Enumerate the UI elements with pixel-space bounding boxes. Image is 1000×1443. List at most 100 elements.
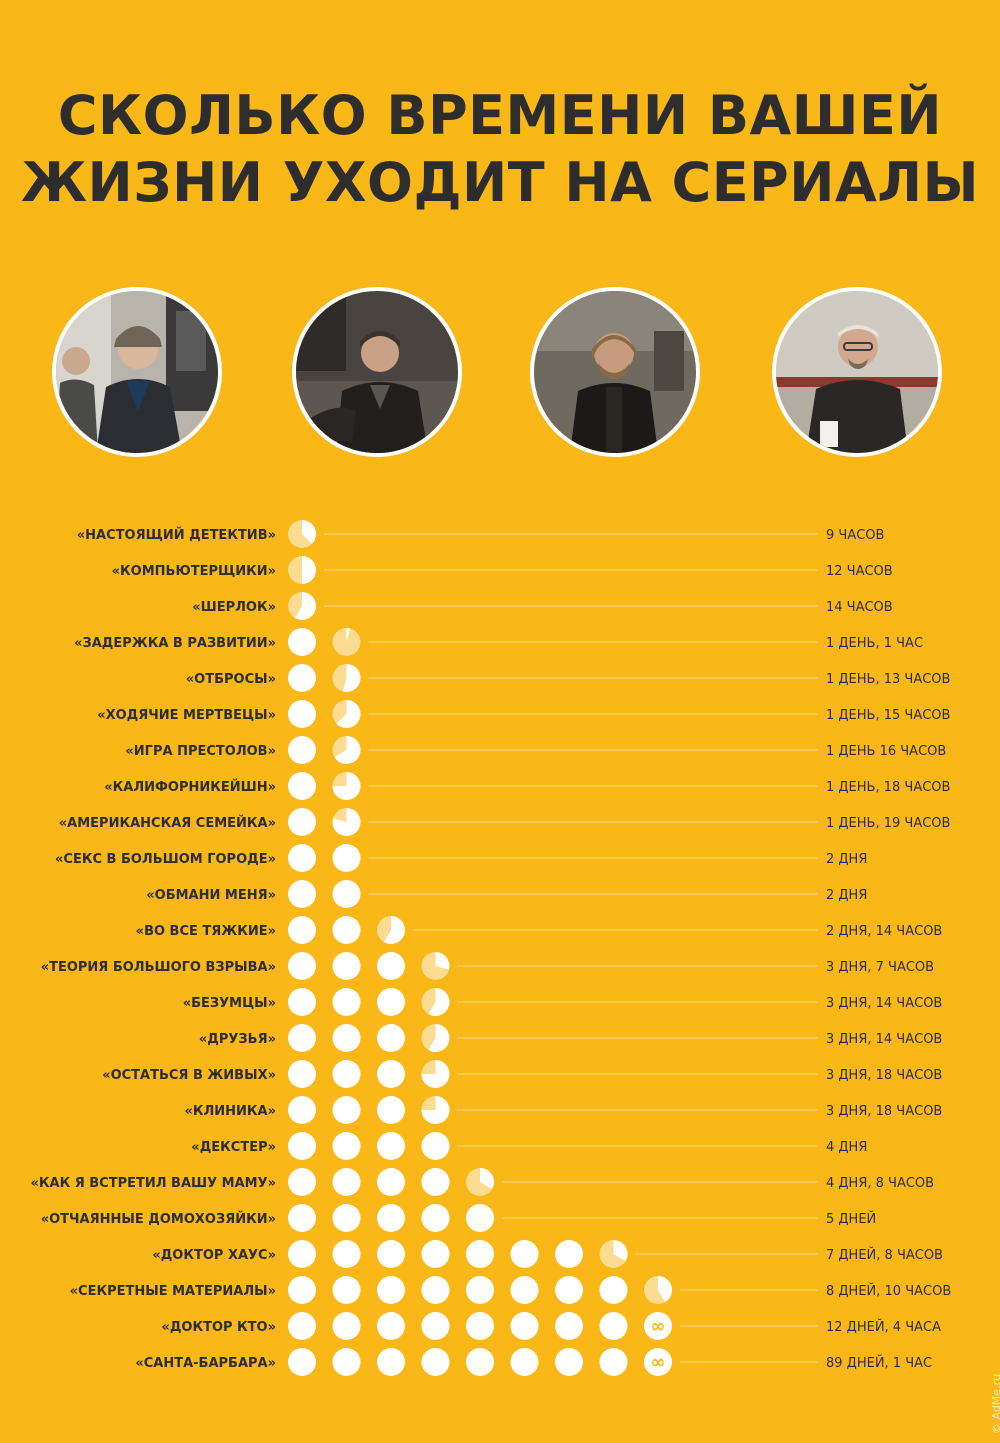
day-dot — [288, 736, 316, 764]
day-dot — [332, 1132, 361, 1160]
day-dot — [332, 1276, 361, 1304]
series-label: «ДОКТОР КТО» — [161, 1320, 276, 1335]
day-dot — [377, 1240, 405, 1268]
partial-dot — [302, 520, 316, 544]
watermark: © AdMe.ru — [990, 1373, 1000, 1434]
partial-dot — [346, 628, 351, 642]
day-dot — [510, 1240, 539, 1268]
day-dot — [377, 1204, 405, 1232]
partial-dot — [295, 592, 317, 620]
infinity-symbol: ∞ — [651, 1352, 666, 1373]
value-label: 5 ДНЕЙ — [826, 1211, 876, 1227]
day-dot — [288, 988, 316, 1016]
value-label: 9 ЧАСОВ — [826, 528, 884, 543]
day-dot — [510, 1348, 539, 1376]
value-label: 3 ДНЯ, 7 ЧАСОВ — [826, 960, 934, 975]
day-dot — [421, 1132, 450, 1160]
value-label: 1 ДЕНЬ 16 ЧАСОВ — [826, 744, 946, 759]
value-label: 3 ДНЯ, 18 ЧАСОВ — [826, 1068, 942, 1083]
day-dot — [421, 1204, 450, 1232]
day-dot — [466, 1204, 494, 1232]
value-label: 7 ДНЕЙ, 8 ЧАСОВ — [826, 1247, 943, 1263]
value-label: 2 ДНЯ — [826, 852, 867, 867]
series-label: «ОБМАНИ МЕНЯ» — [146, 888, 276, 903]
day-dot — [599, 1348, 628, 1376]
day-dot — [288, 1024, 316, 1052]
title-line-2: ЖИЗНИ УХОДИТ НА СЕРИАЛЫ — [20, 151, 980, 214]
partial-dot — [421, 1096, 450, 1125]
day-dot — [288, 916, 316, 944]
overflow-dot — [644, 1312, 672, 1340]
day-dot — [421, 1276, 450, 1304]
day-dot — [599, 1312, 628, 1340]
day-dot — [421, 1348, 450, 1376]
day-dot — [377, 1348, 405, 1376]
series-label: «ОСТАТЬСЯ В ЖИВЫХ» — [102, 1068, 276, 1083]
partial-dot — [421, 1060, 450, 1088]
day-dot — [466, 1312, 494, 1340]
day-dot — [288, 880, 316, 908]
infinity-symbol: ∞ — [651, 1316, 666, 1337]
day-dot — [288, 1312, 316, 1340]
day-dot — [332, 1312, 361, 1340]
day-dot — [555, 1276, 583, 1304]
day-dot — [332, 916, 361, 944]
day-dot — [288, 1096, 316, 1124]
day-dot — [288, 1132, 316, 1160]
partial-dot — [658, 1276, 673, 1303]
day-dot — [377, 952, 405, 980]
day-dot — [421, 1312, 450, 1340]
series-label: «ЗАДЕРЖКА В РАЗВИТИИ» — [74, 636, 276, 651]
partial-dot — [302, 556, 316, 584]
value-label: 1 ДЕНЬ, 15 ЧАСОВ — [826, 708, 950, 723]
value-label: 3 ДНЯ, 14 ЧАСОВ — [826, 996, 942, 1011]
day-dot — [332, 844, 361, 872]
value-label: 1 ДЕНЬ, 1 ЧАС — [826, 636, 923, 651]
day-dot — [332, 1060, 361, 1088]
series-label: «ДРУЗЬЯ» — [199, 1032, 276, 1047]
day-dot — [332, 1240, 361, 1268]
day-dot — [555, 1348, 583, 1376]
day-dot — [332, 952, 361, 980]
value-label: 8 ДНЕЙ, 10 ЧАСОВ — [826, 1283, 951, 1299]
day-dot — [599, 1276, 628, 1304]
series-label: «ХОДЯЧИЕ МЕРТВЕЦЫ» — [97, 708, 276, 723]
value-label: 89 ДНЕЙ, 1 ЧАС — [826, 1355, 932, 1371]
series-label: «ТЕОРИЯ БОЛЬШОГО ВЗРЫВА» — [41, 960, 276, 975]
house-portrait — [292, 287, 462, 457]
day-dot — [288, 1204, 316, 1232]
day-dot — [466, 1240, 494, 1268]
series-label: «САНТА-БАРБАРА» — [135, 1356, 276, 1371]
title-line-1: СКОЛЬКО ВРЕМЕНИ ВАШЕЙ — [57, 84, 943, 147]
tyrion-portrait — [530, 287, 700, 457]
day-dot — [288, 1060, 316, 1088]
series-label: «ИГРА ПРЕСТОЛОВ» — [125, 744, 276, 759]
day-dot — [332, 1168, 361, 1196]
partial-dot — [384, 916, 405, 944]
day-dot — [332, 1096, 361, 1124]
day-dot — [555, 1312, 583, 1340]
day-dot — [510, 1312, 539, 1340]
day-dot — [510, 1276, 539, 1304]
day-dot — [288, 664, 316, 692]
day-dot — [332, 1348, 361, 1376]
day-dot — [421, 1240, 450, 1268]
partial-dot — [480, 1168, 494, 1189]
day-dot — [332, 1204, 361, 1232]
value-label: 3 ДНЯ, 14 ЧАСОВ — [826, 1032, 942, 1047]
partial-dot — [342, 664, 361, 692]
day-dot — [377, 1060, 405, 1088]
series-label: «АМЕРИКАНСКАЯ СЕМЕЙКА» — [59, 815, 276, 831]
value-label: 12 ДНЕЙ, 4 ЧАСА — [826, 1319, 941, 1335]
value-label: 14 ЧАСОВ — [826, 600, 893, 615]
series-label: «ДОКТОР ХАУС» — [152, 1248, 276, 1263]
series-label: «КАЛИФОРНИКЕЙШН» — [104, 779, 276, 795]
series-label: «БЕЗУМЦЫ» — [183, 996, 276, 1011]
partial-dot — [334, 736, 361, 765]
day-dot — [377, 1312, 405, 1340]
day-dot — [377, 1276, 405, 1304]
partial-dot — [428, 1024, 450, 1052]
page-title: СКОЛЬКО ВРЕМЕНИ ВАШЕЙ ЖИЗНИ УХОДИТ НА СЕ… — [0, 82, 1000, 216]
walter-portrait — [772, 287, 942, 457]
